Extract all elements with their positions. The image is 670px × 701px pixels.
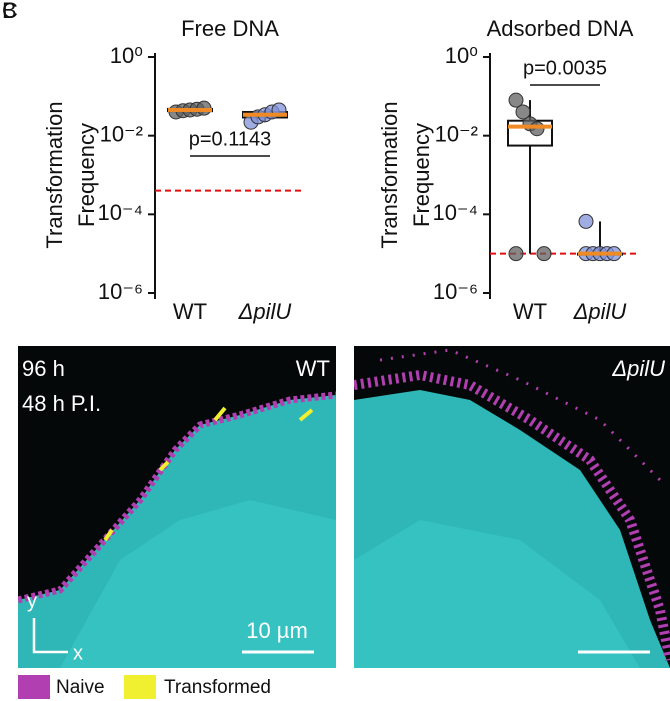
p-value: p=0.0035 bbox=[523, 57, 607, 79]
y-axis-label: Transformation bbox=[42, 101, 67, 248]
x-tick-label: WT bbox=[513, 299, 547, 324]
image-label: 48 h P.I. bbox=[22, 391, 101, 416]
micrograph bbox=[18, 346, 336, 668]
p-value: p=0.1143 bbox=[189, 128, 272, 150]
legend-swatch bbox=[124, 675, 156, 699]
y-tick-label: 10⁻² bbox=[100, 121, 143, 146]
axis-indicator bbox=[32, 618, 68, 654]
y-tick-label: 10⁰ bbox=[110, 43, 143, 68]
legend-label: Transformed bbox=[164, 677, 271, 698]
y-axis-label: Frequency bbox=[409, 123, 434, 227]
y-axis-label: Frequency bbox=[74, 123, 99, 227]
panel-label: C bbox=[2, 0, 18, 23]
data-point bbox=[529, 121, 545, 137]
image-label: ΔpilU bbox=[611, 356, 665, 381]
axis-indicator-label: x bbox=[73, 642, 83, 664]
panel-label: B bbox=[2, 0, 17, 23]
y-tick-label: 10⁻⁴ bbox=[97, 200, 143, 225]
scale-bar-label: 10 µm bbox=[246, 618, 308, 643]
x-tick-label: ΔpilU bbox=[238, 299, 292, 324]
chart-title: Free DNA bbox=[181, 16, 279, 41]
y-tick-label: 10⁻⁴ bbox=[432, 200, 478, 225]
y-tick-label: 10⁻² bbox=[435, 121, 478, 146]
data-point bbox=[508, 246, 524, 262]
y-tick-label: 10⁻⁶ bbox=[433, 279, 478, 304]
data-point bbox=[515, 104, 531, 120]
legend-swatch bbox=[18, 675, 50, 699]
x-tick-label: ΔpilU bbox=[573, 299, 627, 324]
y-axis-label: Transformation bbox=[377, 101, 402, 248]
legend-label: Naive bbox=[56, 677, 105, 698]
x-tick-label: WT bbox=[173, 299, 207, 324]
y-tick-label: 10⁻⁶ bbox=[98, 279, 143, 304]
image-label: 96 h bbox=[22, 356, 65, 381]
data-point bbox=[536, 246, 552, 262]
chart-title: Adsorbed DNA bbox=[487, 16, 634, 41]
data-point bbox=[578, 213, 594, 229]
axis-indicator-label: y bbox=[27, 590, 37, 612]
data-point bbox=[508, 92, 524, 108]
image-label: WT bbox=[296, 356, 330, 381]
micrograph bbox=[354, 346, 670, 668]
y-tick-label: 10⁰ bbox=[445, 43, 478, 68]
